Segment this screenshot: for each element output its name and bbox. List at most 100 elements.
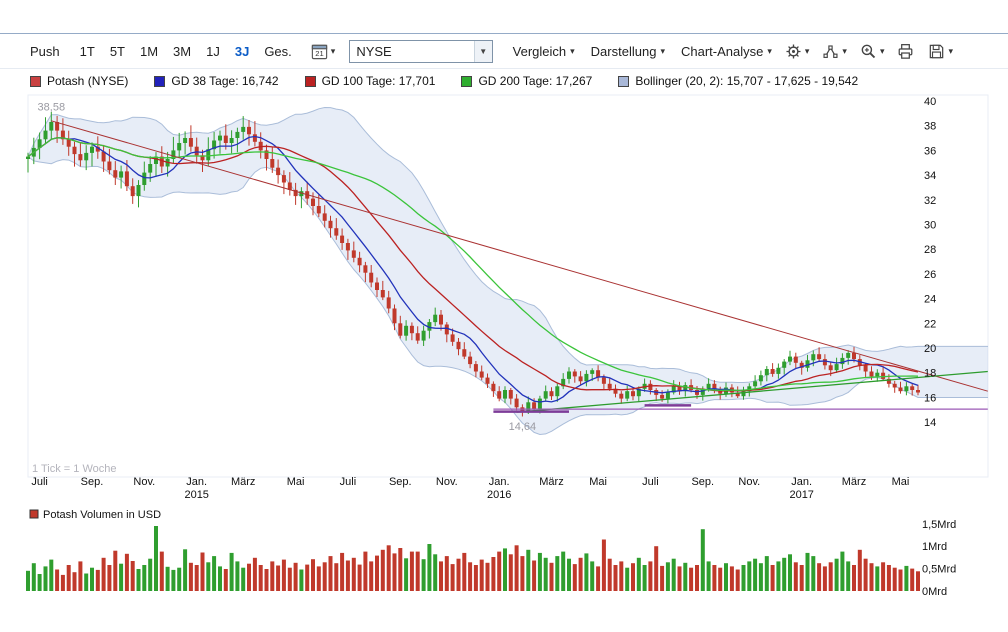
settings-button[interactable]: ▾	[784, 42, 810, 61]
chevron-down-icon: ▾	[842, 45, 847, 56]
svg-text:26: 26	[924, 269, 936, 281]
zoom-button[interactable]: ▾	[859, 42, 885, 61]
svg-text:14: 14	[924, 417, 936, 429]
svg-text:24: 24	[924, 294, 936, 306]
svg-text:38: 38	[924, 121, 936, 133]
svg-text:Sep.: Sep.	[691, 476, 714, 488]
gear-icon	[786, 43, 801, 59]
chart-legend: Potash (NYSE) GD 38 Tage: 16,742 GD 100 …	[0, 69, 1008, 93]
menu-darstellung[interactable]: Darstellung ▾	[591, 44, 665, 59]
svg-text:Mai: Mai	[892, 476, 910, 488]
plot-frame	[27, 94, 989, 478]
select-arrow-icon: ▼	[473, 40, 492, 62]
svg-text:Juli: Juli	[642, 476, 659, 488]
svg-text:Mai: Mai	[589, 476, 607, 488]
menu-vergleich[interactable]: Vergleich ▾	[513, 44, 575, 59]
range-button-gesamt[interactable]: Ges.	[264, 43, 292, 59]
chevron-down-icon: ▾	[804, 45, 810, 56]
print-button[interactable]	[896, 42, 915, 61]
candlestick-series	[26, 112, 920, 417]
range-button-1t[interactable]: 1T	[79, 43, 95, 59]
svg-text:1Mrd: 1Mrd	[922, 541, 947, 553]
calendar-button[interactable]: 21 ▾	[310, 42, 335, 61]
range-button-3j-active[interactable]: 3J	[234, 43, 250, 59]
svg-text:Juli: Juli	[31, 476, 48, 488]
range-button-1m[interactable]: 1M	[139, 43, 159, 59]
push-button[interactable]: Push	[30, 43, 60, 59]
network-nodes-icon	[823, 44, 838, 58]
svg-text:Sep.: Sep.	[389, 476, 412, 488]
svg-text:16: 16	[924, 392, 936, 404]
svg-text:März: März	[539, 476, 563, 488]
trendline-1[interactable]	[516, 370, 988, 413]
chevron-down-icon: ▾	[879, 45, 885, 56]
save-button[interactable]: ▾	[927, 42, 953, 61]
svg-text:40: 40	[924, 96, 936, 108]
svg-text:Jan.: Jan.	[791, 476, 812, 488]
calendar-icon: 21	[311, 44, 327, 59]
svg-text:34: 34	[924, 170, 936, 182]
svg-text:18: 18	[924, 368, 936, 380]
legend-item-potash: Potash (NYSE)	[30, 74, 128, 88]
svg-text:März: März	[842, 476, 866, 488]
price-annotation: 14,64	[509, 421, 537, 433]
legend-swatch	[618, 75, 630, 87]
calendar-day-number: 21	[315, 48, 323, 57]
svg-text:32: 32	[924, 195, 936, 207]
floppy-save-icon	[930, 44, 944, 58]
trendline-0[interactable]	[51, 120, 988, 392]
legend-swatch	[461, 75, 473, 87]
svg-text:0Mrd: 0Mrd	[922, 586, 947, 598]
volume-series	[26, 526, 920, 591]
svg-text:36: 36	[924, 145, 936, 157]
legend-label: GD 200 Tage: 17,267	[478, 74, 593, 88]
chart-canvas[interactable]: 38,58 14,64 40 38 36 34 32 30 28 26 24 22 20 18 16 14 Ju…	[0, 93, 1008, 632]
svg-text:20: 20	[924, 343, 936, 355]
menu-vergleich-label: Vergleich	[512, 43, 567, 59]
legend-item-gd38: GD 38 Tage: 16,742	[154, 74, 279, 88]
volume-legend: Potash Volumen in USD	[29, 509, 161, 521]
legend-item-bollinger: Bollinger (20, 2): 15,707 - 17,625 - 19,…	[618, 74, 858, 88]
legend-label: Bollinger (20, 2): 15,707 - 17,625 - 19,…	[635, 74, 859, 88]
chart-area: 38,58 14,64 40 38 36 34 32 30 28 26 24 22 20 18 16 14 Ju…	[0, 93, 1008, 632]
legend-swatch	[304, 75, 316, 87]
svg-text:Jan.: Jan.	[489, 476, 510, 488]
svg-text:März: März	[231, 476, 255, 488]
range-button-5t[interactable]: 5T	[109, 43, 125, 59]
legend-swatch	[154, 75, 166, 87]
svg-text:30: 30	[924, 220, 936, 232]
price-annotation: 38,58	[38, 102, 66, 114]
printer-icon	[899, 43, 913, 59]
svg-text:Juli: Juli	[340, 476, 357, 488]
svg-text:Mai: Mai	[287, 476, 305, 488]
svg-text:2015: 2015	[184, 489, 208, 501]
chevron-down-icon: ▾	[570, 45, 575, 56]
tick-note: 1 Tick = 1 Woche	[32, 463, 116, 475]
toolbar-icon-cluster: ▾ ▾ ▾	[772, 42, 953, 61]
svg-text:Jan.: Jan.	[186, 476, 207, 488]
chevron-down-icon: ▾	[767, 45, 772, 56]
range-button-1j[interactable]: 1J	[206, 43, 220, 59]
price-axis: 40 38 36 34 32 30 28 26 24 22 20 18 16 14	[924, 96, 936, 429]
svg-text:Nov.: Nov.	[738, 476, 760, 488]
exchange-select[interactable]: NYSE ▼	[349, 39, 493, 63]
ma-line-gd-20w	[27, 137, 919, 392]
svg-text:Sep.: Sep.	[81, 476, 104, 488]
exchange-select-value: NYSE	[356, 43, 392, 59]
zoom-in-icon	[861, 44, 876, 58]
svg-text:2017: 2017	[789, 489, 813, 501]
range-button-3m[interactable]: 3M	[173, 43, 192, 59]
indicator-tools-button[interactable]: ▾	[821, 42, 847, 61]
svg-text:22: 22	[924, 318, 936, 330]
legend-label: GD 38 Tage: 16,742	[171, 74, 279, 88]
legend-label: Potash (NYSE)	[47, 74, 129, 88]
menu-chart-analyse[interactable]: Chart-Analyse ▾	[681, 44, 772, 59]
chevron-down-icon: ▾	[948, 45, 953, 56]
legend-item-gd100: GD 100 Tage: 17,701	[304, 74, 435, 88]
svg-text:28: 28	[924, 244, 936, 256]
svg-text:Nov.: Nov.	[133, 476, 155, 488]
legend-item-gd200: GD 200 Tage: 17,267	[461, 74, 592, 88]
top-whitespace	[0, 0, 1008, 33]
svg-text:Nov.: Nov.	[436, 476, 458, 488]
